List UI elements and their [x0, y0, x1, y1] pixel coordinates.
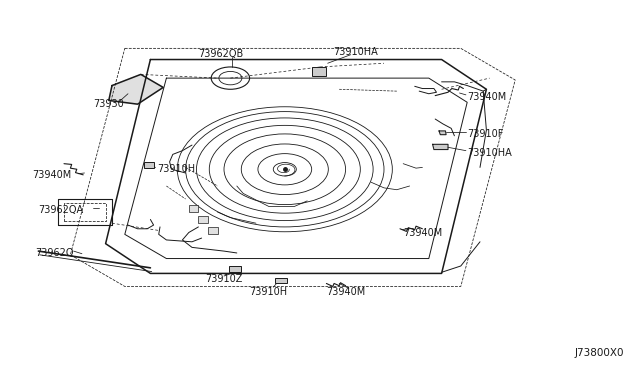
- Text: 73940M: 73940M: [403, 228, 442, 237]
- Text: 73940M: 73940M: [32, 170, 71, 180]
- Text: 73910H: 73910H: [157, 164, 195, 174]
- Text: 73962QA: 73962QA: [38, 205, 84, 215]
- Bar: [229, 266, 241, 272]
- Bar: [144, 162, 154, 168]
- Text: 73910F: 73910F: [467, 129, 504, 139]
- Polygon shape: [439, 131, 446, 135]
- Text: 73940M: 73940M: [467, 92, 506, 102]
- Text: 73910HA: 73910HA: [333, 47, 378, 57]
- Bar: [275, 278, 287, 283]
- Text: 73962QB: 73962QB: [198, 49, 244, 59]
- Text: 73910Z: 73910Z: [205, 274, 242, 284]
- Bar: [208, 227, 218, 234]
- Polygon shape: [433, 144, 448, 150]
- Bar: [189, 205, 198, 212]
- Polygon shape: [109, 74, 163, 104]
- Text: 73910HA: 73910HA: [467, 148, 512, 157]
- Text: 73910H: 73910H: [250, 287, 288, 297]
- Bar: [312, 67, 326, 76]
- Text: J73800X0: J73800X0: [575, 348, 624, 358]
- Text: 73930: 73930: [93, 99, 124, 109]
- Text: 73940M: 73940M: [326, 287, 365, 297]
- Text: 73962Q: 73962Q: [35, 248, 74, 258]
- Bar: [198, 216, 208, 223]
